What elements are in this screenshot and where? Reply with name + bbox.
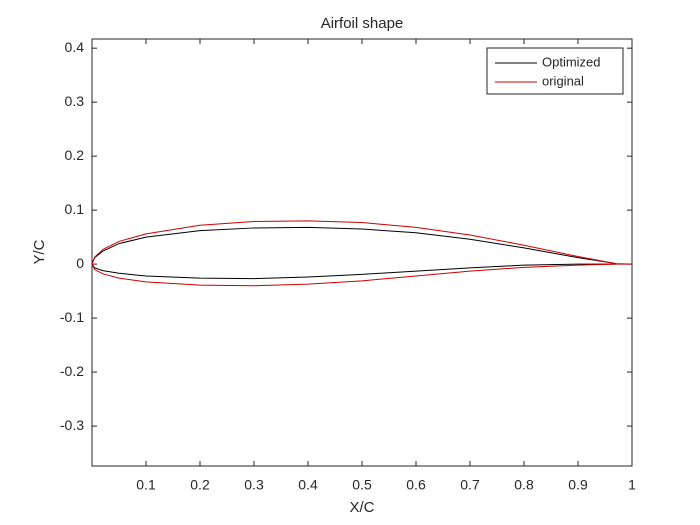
x-tick-label: 0.8	[514, 477, 534, 493]
chart-title: Airfoil shape	[321, 15, 404, 32]
x-tick-label: 0.4	[298, 477, 318, 493]
legend-label: original	[542, 73, 584, 88]
y-tick-label: 0.1	[65, 201, 85, 217]
x-tick-label: 0.6	[406, 477, 426, 493]
x-tick-label: 0.3	[244, 477, 264, 493]
x-tick-label: 0.7	[460, 477, 480, 493]
y-axis-label: Y/C	[31, 239, 48, 264]
x-tick-label: 0.2	[190, 477, 210, 493]
legend-label: Optimized	[542, 54, 601, 69]
y-tick-label: 0.2	[65, 147, 85, 163]
plot-area	[91, 38, 633, 467]
series-line	[91, 220, 633, 287]
y-tick-label: 0.3	[65, 93, 85, 109]
x-tick-label: 0.9	[568, 477, 588, 493]
legend-box	[486, 47, 624, 95]
y-tick-label: -0.2	[60, 363, 84, 379]
x-tick-label: 1	[628, 477, 636, 493]
y-tick-label: -0.3	[60, 417, 84, 433]
y-tick-label: -0.1	[60, 309, 84, 325]
x-tick-label: 0.1	[136, 477, 156, 493]
y-tick-label: 0	[76, 255, 84, 271]
x-axis-label: X/C	[349, 499, 374, 516]
y-tick-label: 0.4	[65, 39, 85, 55]
x-tick-label: 0.5	[352, 477, 372, 493]
